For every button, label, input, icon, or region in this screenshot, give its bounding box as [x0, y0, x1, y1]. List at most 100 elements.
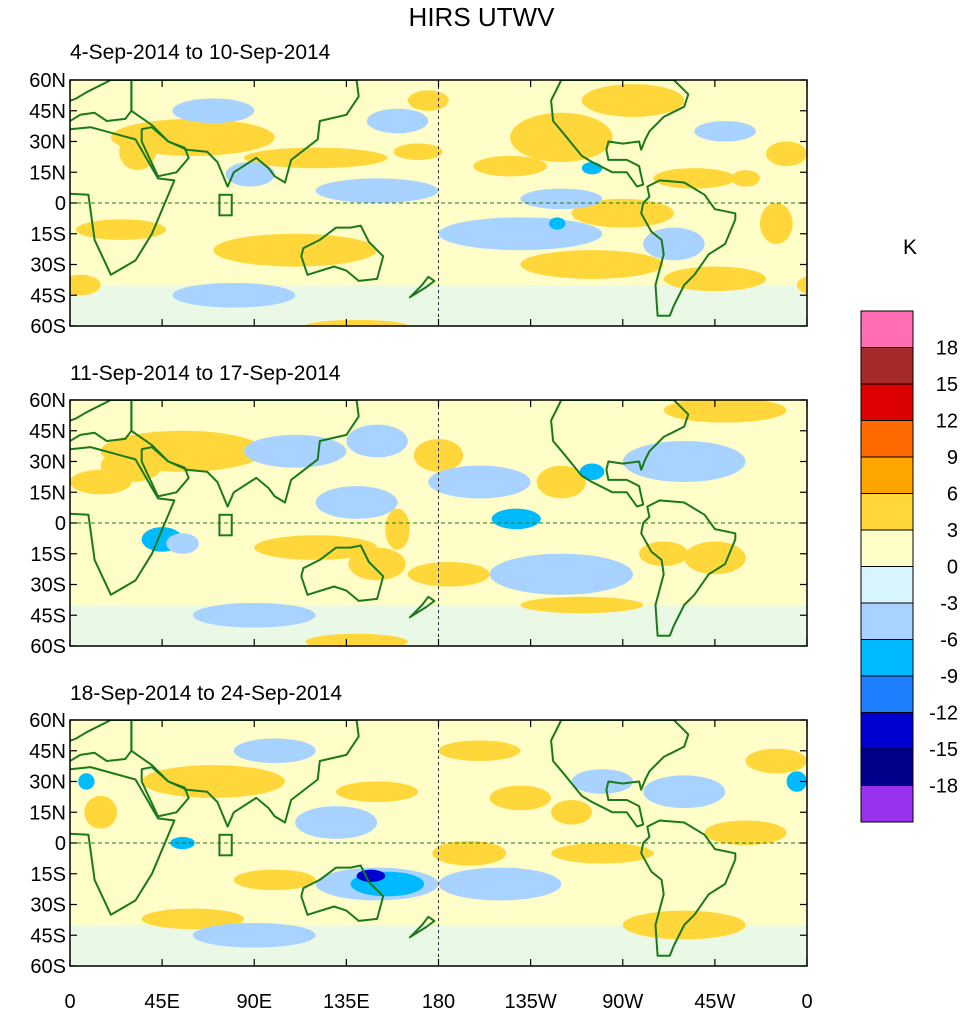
colorbar-swatch	[860, 639, 914, 677]
anomaly-blob	[438, 217, 603, 251]
anomaly-blob	[643, 227, 705, 261]
x-tick-label: 135W	[505, 991, 557, 1013]
anomaly-blob	[295, 806, 378, 839]
y-tick-label: 15N	[29, 162, 66, 184]
colorbar-swatch	[860, 529, 914, 567]
y-tick-label: 30N	[29, 452, 66, 474]
anomaly-blob	[225, 162, 275, 187]
anomaly-blob	[315, 486, 398, 519]
coastline	[70, 446, 176, 596]
anomaly-blob	[491, 508, 541, 530]
anomaly-blob	[356, 869, 386, 882]
anomaly-blob	[551, 799, 593, 825]
anomaly-blob	[473, 155, 548, 177]
anomaly-blob	[536, 465, 586, 499]
anomaly-blob	[254, 535, 378, 560]
anomaly-blob	[213, 233, 378, 267]
anomaly-blob	[581, 162, 603, 175]
anomaly-blob	[489, 785, 552, 811]
anomaly-blob	[438, 867, 562, 901]
coastline	[640, 819, 737, 957]
colorbar-tick-label: 6	[947, 484, 958, 506]
anomaly-blob	[233, 869, 316, 891]
colorbar-swatch	[860, 748, 914, 786]
anomaly-blob	[315, 178, 439, 203]
island-outline	[218, 833, 233, 857]
y-tick-label: 15S	[30, 224, 66, 246]
anomaly-blob	[407, 561, 490, 587]
anomaly-blob	[653, 168, 736, 189]
anomaly-blob	[428, 465, 531, 499]
y-tick-label: 30S	[30, 255, 66, 277]
x-tick-label: 0	[801, 991, 812, 1013]
map-panel-2: 60N 45N 30N 15N 0 15S 30S 45S 60S	[29, 390, 808, 658]
colorbar-swatch	[860, 310, 914, 348]
anomaly-blob	[244, 147, 388, 169]
anomaly-blob	[549, 217, 566, 230]
anomaly-blob	[438, 740, 521, 761]
colorbar-swatch	[860, 566, 914, 604]
anomaly-blob	[346, 424, 408, 458]
chart-title: HIRS UTWV	[408, 2, 555, 32]
y-tick-label: 15N	[29, 802, 66, 824]
anomaly-blob	[489, 553, 633, 595]
x-tick-label: 45E	[144, 991, 180, 1013]
colorbar-tick-label: 12	[936, 411, 958, 433]
anomaly-blob	[385, 508, 410, 550]
anomaly-blob	[520, 188, 603, 210]
colorbar-tick-label: -12	[929, 703, 958, 725]
coastline	[130, 720, 360, 828]
anomaly-blob	[766, 141, 807, 167]
y-tick-label: 45N	[29, 421, 66, 443]
anomaly-blob	[244, 434, 347, 468]
y-tick-label: 60S	[30, 636, 66, 658]
anomaly-blob	[571, 198, 674, 228]
anomaly-blob	[432, 840, 507, 866]
coastline	[70, 766, 176, 916]
anomaly-blob	[639, 541, 689, 567]
colorbar-swatch	[860, 420, 914, 458]
colorbar: 18 15 12 9 6 3 0 -3 -6 -9 -12 -15 -18	[860, 310, 958, 823]
colorbar-swatch	[860, 493, 914, 531]
coastline	[408, 915, 436, 939]
anomaly-blob	[336, 781, 419, 802]
coastline	[550, 720, 690, 828]
colorbar-tick-label: -9	[940, 666, 958, 688]
y-tick-label: 30N	[29, 772, 66, 794]
x-tick-label: 90E	[236, 991, 272, 1013]
coastline	[640, 179, 737, 317]
colorbar-swatch	[860, 456, 914, 494]
y-tick-label: 15S	[30, 544, 66, 566]
colorbar-swatch	[860, 675, 914, 713]
coastline	[550, 80, 690, 188]
y-tick-label: 0	[55, 833, 66, 855]
y-tick-label: 0	[55, 193, 66, 215]
anomaly-blob	[141, 908, 245, 930]
anomaly-blob	[579, 463, 605, 480]
anomaly-blob	[520, 596, 644, 614]
x-tick-label: 180	[422, 991, 455, 1013]
coastline	[70, 400, 133, 443]
y-tick-label: 0	[55, 513, 66, 535]
anomaly-blob	[366, 108, 429, 134]
y-tick-label: 60N	[29, 390, 66, 412]
anomaly-blob	[119, 133, 156, 171]
anomaly-blob	[192, 922, 316, 948]
colorbar-tick-label: -18	[929, 776, 958, 798]
anomaly-blob	[786, 771, 807, 792]
y-tick-label: 30S	[30, 575, 66, 597]
anomaly-blob	[622, 441, 746, 482]
coastline	[640, 499, 737, 637]
x-tick-label: 45W	[694, 991, 735, 1013]
anomaly-blob	[663, 400, 787, 423]
y-tick-label: 45N	[29, 101, 66, 123]
anomaly-blob	[203, 777, 245, 794]
coastline	[408, 275, 436, 299]
y-tick-label: 15N	[29, 482, 66, 504]
panel-2-title: 11-Sep-2014 to 17-Sep-2014	[70, 362, 341, 385]
y-tick-label: 45S	[30, 605, 66, 627]
colorbar-tick-label: -15	[929, 739, 958, 761]
x-tick-label: 90W	[602, 991, 643, 1013]
anomaly-blob	[663, 266, 767, 292]
anomaly-blob	[172, 282, 296, 308]
